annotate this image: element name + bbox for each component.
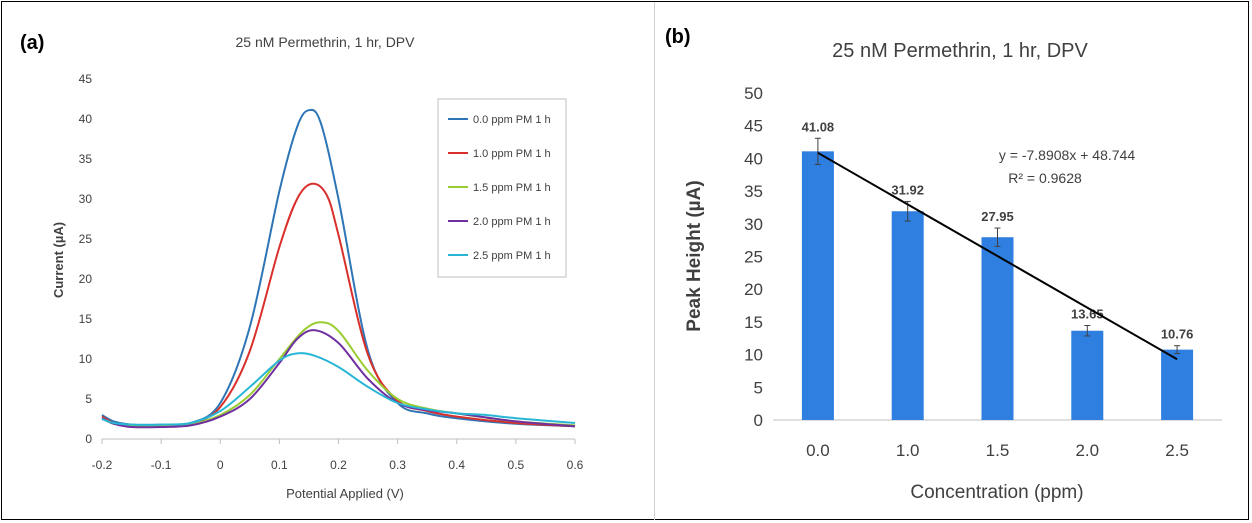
bar-value-label: 31.92 bbox=[891, 182, 924, 197]
chart-b-y-tick-label: 5 bbox=[754, 378, 763, 397]
chart-b-y-axis-label: Peak Height (µA) bbox=[684, 180, 705, 331]
chart-a: 25 nM Permethrin, 1 hr, DPV Potential Ap… bbox=[51, 34, 584, 501]
chart-a-y-tick-label: 10 bbox=[79, 352, 93, 366]
chart-a-y-tick-label: 40 bbox=[79, 112, 93, 126]
chart-a-x-tick-label: 0.4 bbox=[448, 458, 465, 472]
chart-a-x-tick-label: 0.2 bbox=[330, 458, 347, 472]
series-line bbox=[101, 352, 576, 426]
chart-b-y-tick-label: 50 bbox=[744, 84, 763, 103]
chart-b-y-tick-label: 25 bbox=[744, 248, 763, 267]
chart-a-x-tick-label: 0 bbox=[217, 458, 224, 472]
bar bbox=[891, 211, 924, 420]
chart-b-x-tick-label: 0.0 bbox=[806, 441, 830, 460]
chart-b-y-tick-label: 30 bbox=[744, 215, 763, 234]
chart-a-y-tick-label: 20 bbox=[79, 272, 93, 286]
chart-b-y-tick-label: 35 bbox=[744, 182, 763, 201]
bar bbox=[981, 237, 1014, 420]
panel-b-label: (b) bbox=[665, 26, 691, 48]
chart-a-x-tick-label: 0.3 bbox=[389, 458, 406, 472]
legend-entry: 2.0 ppm PM 1 h bbox=[473, 216, 551, 228]
chart-a-x-tick-label: -0.1 bbox=[151, 458, 172, 472]
trendline-equation: y = -7.8908x + 48.744 bbox=[999, 147, 1135, 163]
legend-entry: 1.0 ppm PM 1 h bbox=[473, 148, 551, 160]
chart-a-y-tick-label: 5 bbox=[85, 392, 92, 406]
chart-a-y-axis-label: Current (µA) bbox=[51, 222, 66, 298]
chart-a-y-tick-label: 0 bbox=[85, 432, 92, 446]
chart-b-title: 25 nM Permethrin, 1 hr, DPV bbox=[832, 40, 1088, 62]
chart-b-x-tick-label: 2.0 bbox=[1075, 441, 1099, 460]
panel-a-label: (a) bbox=[20, 32, 45, 54]
chart-a-y-tick-label: 15 bbox=[79, 312, 93, 326]
bar-value-label: 27.95 bbox=[981, 209, 1014, 224]
bar bbox=[1161, 349, 1194, 420]
bar-value-label: 10.76 bbox=[1161, 327, 1194, 342]
chart-a-y-tick-label: 35 bbox=[79, 152, 93, 166]
chart-a-x-tick-label: 0.5 bbox=[508, 458, 525, 472]
chart-b-y-tick-label: 40 bbox=[744, 149, 763, 168]
chart-a-x-tick-label: -0.2 bbox=[92, 458, 113, 472]
legend-entry: 2.5 ppm PM 1 h bbox=[473, 250, 551, 262]
chart-a-x-tick-label: 0.6 bbox=[567, 458, 584, 472]
bar-value-label: 41.08 bbox=[802, 119, 835, 134]
chart-b-x-tick-label: 2.5 bbox=[1165, 441, 1189, 460]
chart-b-y-tick-label: 15 bbox=[744, 313, 763, 332]
chart-a-y-tick-label: 30 bbox=[79, 192, 93, 206]
chart-b-y-tick-label: 45 bbox=[744, 117, 763, 136]
chart-a-y-tick-label: 25 bbox=[79, 232, 93, 246]
chart-b-x-tick-label: 1.5 bbox=[986, 441, 1010, 460]
bar-value-label: 13.65 bbox=[1071, 306, 1104, 321]
chart-b-y-tick-label: 0 bbox=[754, 411, 763, 430]
legend-entry: 0.0 ppm PM 1 h bbox=[473, 114, 551, 126]
trendline-r-squared: R² = 0.9628 bbox=[1008, 170, 1082, 186]
chart-a-title: 25 nM Permethrin, 1 hr, DPV bbox=[236, 34, 416, 50]
chart-a-x-tick-label: 0.1 bbox=[271, 458, 288, 472]
chart-a-x-axis-label: Potential Applied (V) bbox=[286, 486, 404, 501]
trendline bbox=[817, 151, 1178, 361]
panel-divider bbox=[654, 2, 655, 520]
chart-b-x-axis-label: Concentration (ppm) bbox=[910, 482, 1083, 503]
chart-b-x-tick-label: 1.0 bbox=[896, 441, 920, 460]
legend-entry: 1.5 ppm PM 1 h bbox=[473, 182, 551, 194]
bar bbox=[1071, 330, 1104, 420]
chart-b-y-tick-label: 20 bbox=[744, 280, 763, 299]
chart-b-y-tick-label: 10 bbox=[744, 346, 763, 365]
bar bbox=[801, 151, 834, 421]
chart-a-y-tick-label: 45 bbox=[79, 72, 93, 86]
